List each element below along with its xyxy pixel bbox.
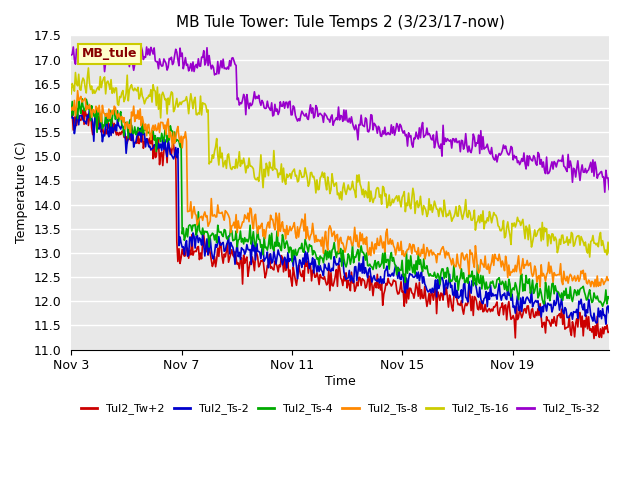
Tul2_Ts-8	[324, 247, 332, 253]
Tul2_Tw+2	[593, 313, 601, 319]
Line: Tul2_Ts-2: Tul2_Ts-2	[71, 109, 609, 324]
Tul2_Ts-8	[605, 277, 613, 283]
Tul2_Ts-16	[84, 65, 92, 71]
Tul2_Ts-2	[360, 254, 367, 260]
Tul2_Ts-16	[67, 91, 75, 97]
Tul2_Ts-2	[324, 267, 332, 273]
Tul2_Ts-16	[595, 244, 602, 250]
Tul2_Ts-2	[327, 269, 335, 275]
Tul2_Tw+2	[326, 288, 333, 294]
Tul2_Ts-8	[536, 284, 544, 290]
Tul2_Tw+2	[358, 276, 366, 281]
Tul2_Ts-32	[327, 114, 335, 120]
Tul2_Ts-16	[586, 254, 593, 260]
Title: MB Tule Tower: Tule Temps 2 (3/23/17-now): MB Tule Tower: Tule Temps 2 (3/23/17-now…	[176, 15, 504, 30]
Tul2_Ts-4	[599, 303, 607, 309]
Tul2_Ts-2	[67, 110, 75, 116]
Tul2_Ts-2	[509, 304, 517, 310]
Tul2_Ts-2	[86, 106, 93, 112]
Text: MB_tule: MB_tule	[82, 48, 138, 60]
Tul2_Ts-32	[388, 131, 396, 136]
Tul2_Ts-4	[324, 248, 332, 254]
Tul2_Tw+2	[590, 336, 598, 341]
Tul2_Ts-16	[605, 250, 613, 256]
Tul2_Tw+2	[387, 283, 395, 289]
Tul2_Ts-4	[327, 256, 335, 262]
Tul2_Ts-32	[80, 42, 88, 48]
Tul2_Ts-4	[509, 285, 517, 291]
Tul2_Tw+2	[67, 106, 75, 112]
Tul2_Tw+2	[323, 282, 330, 288]
Tul2_Ts-2	[602, 321, 610, 327]
Tul2_Ts-16	[509, 223, 517, 229]
Legend: Tul2_Tw+2, Tul2_Ts-2, Tul2_Ts-4, Tul2_Ts-8, Tul2_Ts-16, Tul2_Ts-32: Tul2_Tw+2, Tul2_Ts-2, Tul2_Ts-4, Tul2_Ts…	[76, 399, 604, 419]
Tul2_Ts-2	[388, 270, 396, 276]
Tul2_Ts-4	[360, 250, 367, 255]
Tul2_Ts-8	[360, 241, 367, 247]
Tul2_Ts-32	[509, 157, 517, 163]
Tul2_Ts-8	[327, 226, 335, 232]
Tul2_Ts-2	[593, 320, 601, 325]
Tul2_Ts-4	[78, 96, 86, 102]
Tul2_Ts-16	[360, 186, 367, 192]
Tul2_Ts-32	[601, 189, 609, 195]
Line: Tul2_Tw+2: Tul2_Tw+2	[71, 109, 609, 338]
Tul2_Ts-8	[595, 283, 602, 289]
Tul2_Ts-32	[324, 116, 332, 122]
Tul2_Ts-4	[67, 113, 75, 119]
Tul2_Ts-4	[593, 293, 601, 299]
Line: Tul2_Ts-16: Tul2_Ts-16	[71, 68, 609, 257]
Tul2_Ts-16	[324, 174, 332, 180]
Tul2_Ts-8	[67, 108, 75, 113]
X-axis label: Time: Time	[324, 375, 355, 388]
Tul2_Tw+2	[605, 329, 613, 335]
Tul2_Ts-16	[388, 196, 396, 202]
Tul2_Ts-32	[360, 123, 367, 129]
Tul2_Ts-2	[605, 310, 613, 315]
Tul2_Ts-4	[605, 295, 613, 301]
Line: Tul2_Ts-4: Tul2_Ts-4	[71, 99, 609, 306]
Tul2_Ts-4	[388, 258, 396, 264]
Line: Tul2_Ts-32: Tul2_Ts-32	[71, 45, 609, 192]
Line: Tul2_Ts-8: Tul2_Ts-8	[71, 91, 609, 287]
Tul2_Ts-32	[67, 52, 75, 58]
Tul2_Ts-32	[593, 175, 601, 181]
Tul2_Tw+2	[508, 315, 516, 321]
Tul2_Ts-16	[327, 187, 335, 192]
Tul2_Ts-8	[388, 238, 396, 243]
Tul2_Ts-8	[74, 88, 81, 94]
Y-axis label: Temperature (C): Temperature (C)	[15, 142, 28, 243]
Tul2_Ts-32	[605, 187, 613, 192]
Tul2_Ts-8	[509, 266, 517, 272]
